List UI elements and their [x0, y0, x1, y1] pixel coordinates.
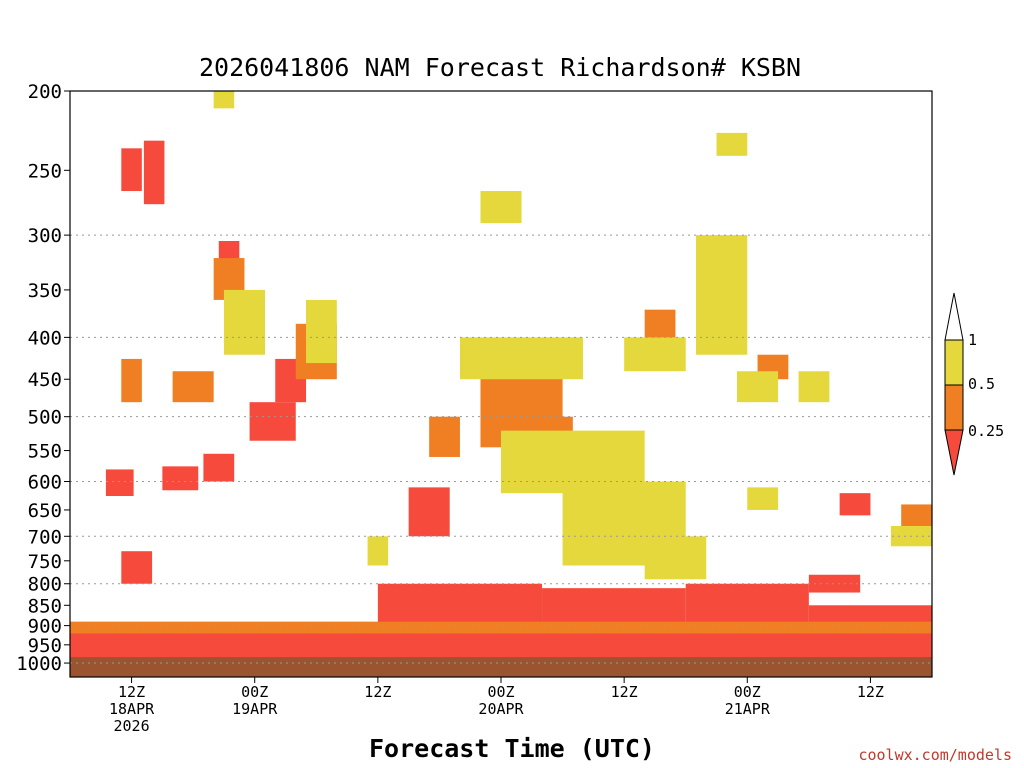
heat-cell-11 — [542, 588, 686, 626]
heat-cell-36 — [737, 371, 779, 403]
heat-cell-42 — [716, 132, 748, 156]
xtick-label-3-0: 00Z — [487, 683, 514, 701]
x-axis-label: Forecast Time (UTC) — [369, 734, 655, 763]
credit-text: coolwx.com/models — [858, 746, 1012, 764]
colorbar-label-0: 0.25 — [968, 422, 1004, 440]
heat-cell-15 — [839, 493, 871, 516]
ytick-label-500: 500 — [28, 407, 62, 429]
ytick-label-950: 950 — [28, 635, 62, 657]
heat-cell-3 — [203, 453, 235, 482]
ytick-label-200: 200 — [28, 81, 62, 103]
ytick-label-700: 700 — [28, 526, 62, 548]
chart-title: 2026041806 NAM Forecast Richardson# KSBN — [199, 53, 801, 82]
below-ground-band — [70, 657, 932, 677]
ytick-label-350: 350 — [28, 280, 62, 302]
heat-cell-40 — [367, 536, 389, 566]
heat-cell-4 — [121, 148, 142, 192]
colorbar-orange — [944, 384, 964, 431]
heat-cell-16 — [121, 551, 153, 584]
xtick-label-5-1: 21APR — [725, 700, 771, 718]
heat-cell-14 — [808, 574, 861, 593]
xtick-label-4-0: 12Z — [611, 683, 638, 701]
heat-cell-41 — [480, 191, 522, 224]
heat-cell-28 — [459, 337, 584, 380]
heat-cell-13 — [808, 605, 932, 626]
heat-cell-32 — [223, 289, 265, 355]
heat-cell-38 — [747, 487, 779, 510]
heat-cell-10 — [377, 583, 543, 626]
ytick-label-650: 650 — [28, 500, 62, 522]
ytick-label-450: 450 — [28, 369, 62, 391]
xtick-label-1-0: 00Z — [241, 683, 268, 701]
heat-cell-12 — [685, 583, 809, 626]
ytick-label-300: 300 — [28, 225, 62, 247]
heat-cell-34 — [624, 337, 686, 372]
heat-cell-21 — [429, 416, 460, 457]
xtick-label-2-0: 12Z — [364, 683, 391, 701]
ytick-label-800: 800 — [28, 574, 62, 596]
colorbar-label-1: 0.5 — [968, 375, 995, 393]
colorbar-label-2: 1 — [968, 331, 977, 349]
richardson-heatmap — [70, 91, 932, 658]
colorbar-top-arrow — [944, 292, 964, 341]
ytick-label-600: 600 — [28, 471, 62, 493]
xtick-label-0-2: 2026 — [114, 717, 150, 735]
xtick-label-0-1: 18APR — [109, 700, 155, 718]
ytick-label-900: 900 — [28, 616, 62, 638]
heat-cell-31 — [644, 536, 707, 580]
heat-cell-1 — [105, 469, 134, 497]
heat-cell-9 — [408, 487, 450, 537]
ytick-label-850: 850 — [28, 595, 62, 617]
heat-cell-2 — [162, 466, 199, 491]
xtick-label-6-0: 12Z — [857, 683, 884, 701]
ytick-label-550: 550 — [28, 441, 62, 463]
ytick-label-250: 250 — [28, 160, 62, 182]
xtick-label-5-0: 00Z — [734, 683, 761, 701]
ytick-label-400: 400 — [28, 327, 62, 349]
xtick-label-1-1: 19APR — [232, 700, 278, 718]
heat-cell-35 — [695, 235, 748, 355]
heat-cell-5 — [143, 140, 165, 205]
heat-cell-7 — [249, 402, 296, 441]
heat-cell-27 — [70, 621, 932, 634]
ytick-label-750: 750 — [28, 551, 62, 573]
heat-cell-18 — [172, 371, 214, 403]
xtick-label-0-0: 12Z — [118, 683, 145, 701]
heat-cell-33 — [306, 299, 337, 364]
xtick-label-3-1: 20APR — [478, 700, 524, 718]
ground-fill — [70, 657, 932, 677]
heat-cell-37 — [798, 371, 830, 403]
y-axis-ticks: 200 250 300 350 400 450 500 550 600 650 700 7508008… — [16, 81, 70, 675]
colorbar-bottom-arrow — [944, 429, 964, 476]
heat-cell-17 — [121, 358, 142, 403]
color-legend: 0.25 0.5 1 — [944, 292, 1004, 476]
colorbar-yellow — [944, 339, 964, 386]
heat-cell-43 — [213, 91, 235, 109]
ytick-label-1000: 1000 — [16, 653, 62, 675]
